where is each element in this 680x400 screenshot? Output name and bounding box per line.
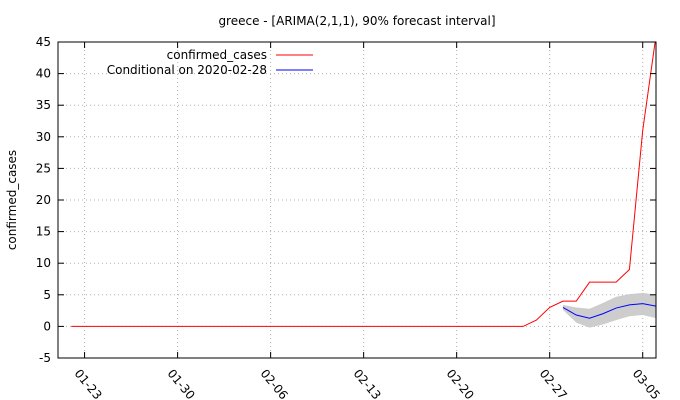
x-tick-label: 01-23	[72, 367, 105, 400]
y-tick-label: 40	[36, 67, 51, 81]
forecast-interval-layer	[562, 292, 656, 328]
y-tick-label: 10	[36, 256, 51, 270]
legend-label: Conditional on 2020-02-28	[107, 63, 267, 77]
y-tick-label: 35	[36, 98, 51, 112]
y-axis-ticks: -5 0 5 10 15 20 25 30 35 40 45	[36, 35, 656, 365]
y-tick-label: 20	[36, 193, 51, 207]
conditional-forecast-line	[562, 303, 656, 319]
y-axis-label: confirmed_cases	[5, 150, 19, 250]
x-tick-label: 02-13	[351, 367, 384, 400]
y-tick-label: 30	[36, 130, 51, 144]
x-axis-ticks: 01-23 01-30 02-06 02-13 02-20 02-27 03-05	[72, 42, 663, 400]
grid-lines	[58, 42, 656, 358]
y-tick-label: 15	[36, 225, 51, 239]
chart-title: greece - [ARIMA(2,1,1), 90% forecast int…	[218, 14, 495, 28]
x-tick-label: 02-20	[444, 367, 477, 400]
x-tick-label: 03-05	[630, 367, 663, 400]
y-tick-label: 45	[36, 35, 51, 49]
y-tick-label: -5	[39, 351, 51, 365]
x-tick-label: 02-06	[258, 367, 291, 400]
x-tick-label: 02-27	[537, 367, 570, 400]
y-tick-label: 5	[43, 288, 51, 302]
y-tick-label: 25	[36, 161, 51, 175]
confirmed-cases-line	[71, 42, 656, 327]
forecast-interval-band	[562, 292, 656, 328]
y-tick-label: 0	[43, 319, 51, 333]
legend-label: confirmed_cases	[167, 48, 267, 62]
series-layer	[71, 42, 656, 327]
x-tick-label: 01-30	[165, 367, 198, 400]
